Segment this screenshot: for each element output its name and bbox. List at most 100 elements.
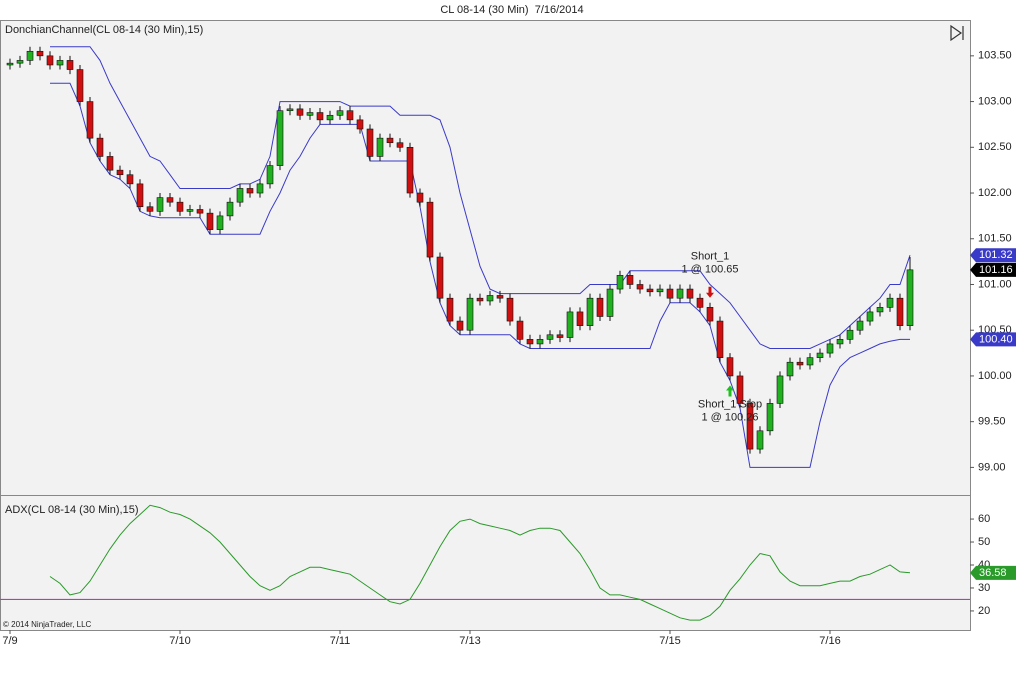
candle-body <box>496 295 504 299</box>
candle-body <box>246 188 254 194</box>
y-tick-label: 60 <box>978 513 990 525</box>
y-tick-label: 20 <box>978 605 990 617</box>
y-tick-label: 101.00 <box>978 278 1012 290</box>
candle-body <box>186 209 194 212</box>
last-value-box <box>970 332 1016 347</box>
candle-body <box>856 320 864 331</box>
plot-area <box>0 20 971 631</box>
last-value-label: 100.40 <box>979 333 1013 345</box>
signal-arrow <box>726 385 734 397</box>
candle-body <box>836 339 844 345</box>
candle-body <box>536 339 544 345</box>
candle-body <box>226 201 234 217</box>
candle-body <box>356 119 364 130</box>
candle-body <box>176 201 184 212</box>
candle-body <box>286 108 294 112</box>
candle-body <box>646 288 654 293</box>
candle-body <box>76 69 84 102</box>
candle-body <box>796 361 804 366</box>
candle-body <box>316 112 324 121</box>
candle-body <box>486 295 494 302</box>
candle-body <box>326 114 334 121</box>
y-tick-label: 99.00 <box>978 461 1006 473</box>
candle-body <box>576 311 584 326</box>
candle-body <box>96 137 104 157</box>
candle-body <box>546 334 554 340</box>
candle-body <box>526 339 534 345</box>
y-tick-label: 99.50 <box>978 416 1006 428</box>
line-series <box>49 504 911 621</box>
candle-body <box>666 288 674 299</box>
candle-body <box>706 307 714 322</box>
candle-body <box>516 320 524 340</box>
last-value-box <box>970 565 1016 580</box>
candle-body <box>56 60 64 66</box>
candle-body <box>436 256 444 299</box>
candle-body <box>336 110 344 116</box>
candle-body <box>866 311 874 322</box>
candle-body <box>696 297 704 308</box>
candle-body <box>236 188 244 203</box>
candle-body <box>66 60 74 70</box>
y-tick-label: 101.50 <box>978 233 1012 245</box>
last-value-label: 101.32 <box>979 249 1013 261</box>
y-tick-label: 102.00 <box>978 187 1012 199</box>
chart-title: CL 08-14 (30 Min) 7/16/2014 <box>440 4 583 16</box>
candle-body <box>596 297 604 317</box>
candle-body <box>776 375 784 404</box>
candle-body <box>296 108 304 116</box>
candle-body <box>216 215 224 230</box>
y-tick-label: 100.00 <box>978 370 1012 382</box>
last-value-label: 101.16 <box>979 264 1013 276</box>
y-tick-label: 103.50 <box>978 50 1012 62</box>
candle-body <box>606 288 614 317</box>
candle-body <box>266 165 274 185</box>
candle-body <box>406 146 414 194</box>
candle-body <box>806 357 814 366</box>
candle-body <box>36 50 44 57</box>
x-tick-label: 7/16 <box>819 635 840 647</box>
candle-body <box>476 297 484 302</box>
candle-body <box>636 284 644 290</box>
last-value-box <box>970 248 1016 263</box>
candle-body <box>116 169 124 176</box>
candle-body <box>136 183 144 208</box>
candle-body <box>446 297 454 322</box>
signal-label: 1 @ 100.26 <box>701 411 758 423</box>
y-tick-label: 102.50 <box>978 141 1012 153</box>
candle-body <box>786 361 794 377</box>
y-tick-label: 103.00 <box>978 95 1012 107</box>
candle-body <box>46 55 54 66</box>
candle-body <box>746 403 754 450</box>
candle-body <box>686 288 694 299</box>
candle-body <box>166 197 174 203</box>
signal-label: Short_1 <box>691 251 730 263</box>
panel-title: ADX(CL 08-14 (30 Min),15) <box>5 504 138 516</box>
x-tick-label: 7/11 <box>330 635 351 647</box>
candle-body <box>566 311 574 338</box>
x-tick-label: 7/15 <box>659 635 680 647</box>
candle-body <box>756 430 764 450</box>
candle-body <box>306 112 314 116</box>
candle-body <box>716 320 724 358</box>
candle-body <box>886 297 894 308</box>
y-tick-label: 50 <box>978 536 990 548</box>
candle-body <box>26 50 34 61</box>
panel-title: DonchianChannel(CL 08-14 (30 Min),15) <box>5 24 203 36</box>
candle-body <box>506 297 514 322</box>
signal-label: Short_1 Stop <box>698 398 762 410</box>
x-tick-label: 7/9 <box>2 635 17 647</box>
candle-body <box>196 209 204 214</box>
copyright: © 2014 NinjaTrader, LLC <box>3 620 92 629</box>
candle-body <box>676 288 684 299</box>
candle-body <box>466 297 474 331</box>
candle-body <box>826 343 834 354</box>
candle-body <box>126 174 134 185</box>
candle-body <box>766 403 774 432</box>
signal-arrow <box>706 286 714 298</box>
scroll-end-icon[interactable] <box>950 24 964 42</box>
candle-body <box>586 297 594 326</box>
last-value-label: 36.58 <box>979 567 1007 579</box>
candle-body <box>616 275 624 290</box>
